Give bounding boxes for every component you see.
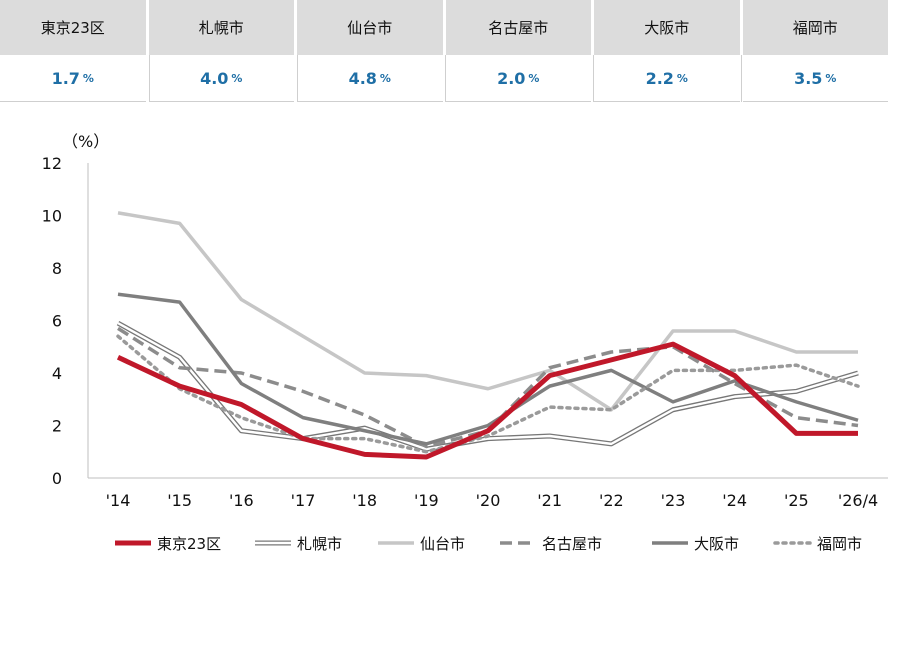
- x-tick-label: '23: [661, 491, 686, 510]
- summary-divider: [741, 55, 742, 102]
- series-line-3: [117, 211, 858, 412]
- x-tick-label: '15: [167, 491, 192, 510]
- x-tick-label: '25: [784, 491, 809, 510]
- summary-header-sapporo: 札幌市: [148, 0, 294, 55]
- summary-divider: [149, 55, 150, 102]
- x-tick-label: '16: [229, 491, 254, 510]
- x-tick-label: '17: [291, 491, 316, 510]
- summary-value-tokyo: 1.7%: [0, 55, 146, 102]
- legend-label: 名古屋市: [542, 535, 602, 553]
- summary-header-osaka: 大阪市: [594, 0, 740, 55]
- y-tick-label: 0: [52, 469, 62, 488]
- summary-value-number: 4.0: [200, 68, 229, 88]
- summary-value-osaka: 2.2%: [594, 55, 740, 102]
- legend-label: 福岡市: [817, 535, 862, 553]
- legend-label: 仙台市: [420, 535, 465, 553]
- summary-header-tokyo: 東京23区: [0, 0, 146, 55]
- x-tick-label: '20: [476, 491, 501, 510]
- summary-header-fukuoka: 福岡市: [742, 0, 888, 55]
- summary-value-unit: %: [231, 71, 243, 85]
- summary-value-unit: %: [379, 71, 391, 85]
- x-tick-label: '18: [352, 491, 377, 510]
- summary-value-unit: %: [676, 71, 688, 85]
- summary-divider: [593, 55, 594, 102]
- y-tick-label: 6: [52, 312, 62, 331]
- summary-table: 東京23区 札幌市 仙台市 名古屋市 大阪市 福岡市 1.7% 4.0% 4.8…: [0, 0, 888, 102]
- summary-header-nagoya: 名古屋市: [445, 0, 591, 55]
- series-line-6: [116, 334, 860, 454]
- summary-value-number: 2.0: [497, 68, 526, 88]
- legend-label: 大阪市: [694, 535, 739, 553]
- summary-header-sendai: 仙台市: [297, 0, 443, 55]
- summary-value-number: 1.7: [51, 68, 80, 88]
- x-tick-label: '19: [414, 491, 439, 510]
- x-tick-label: '26/4: [838, 491, 878, 510]
- summary-value-number: 3.5: [794, 68, 823, 88]
- y-tick-label: 10: [42, 207, 62, 226]
- summary-value-number: 4.8: [348, 68, 377, 88]
- summary-divider: [297, 55, 298, 102]
- x-tick-label: '21: [537, 491, 562, 510]
- summary-value-unit: %: [82, 71, 94, 85]
- legend-label: 札幌市: [297, 535, 342, 553]
- y-tick-label: 8: [52, 259, 62, 278]
- summary-value-sendai: 4.8%: [297, 55, 443, 102]
- x-tick-label: '22: [599, 491, 624, 510]
- summary-value-unit: %: [825, 71, 837, 85]
- summary-divider: [445, 55, 446, 102]
- summary-value-fukuoka: 3.5%: [742, 55, 888, 102]
- series-line-inner: [117, 322, 859, 451]
- x-tick-label: '14: [106, 491, 131, 510]
- series-line-5: [117, 292, 859, 446]
- series-line-1: [116, 341, 858, 460]
- y-tick-label: 2: [52, 417, 62, 436]
- summary-value-number: 2.2: [645, 68, 674, 88]
- y-axis-unit-label: （%）: [62, 132, 109, 151]
- summary-value-sapporo: 4.0%: [148, 55, 294, 102]
- summary-value-unit: %: [528, 71, 540, 85]
- x-tick-label: '24: [722, 491, 747, 510]
- summary-value-nagoya: 2.0%: [445, 55, 591, 102]
- legend-label: 東京23区: [157, 535, 221, 553]
- y-tick-label: 4: [52, 364, 62, 383]
- y-tick-label: 12: [42, 154, 62, 173]
